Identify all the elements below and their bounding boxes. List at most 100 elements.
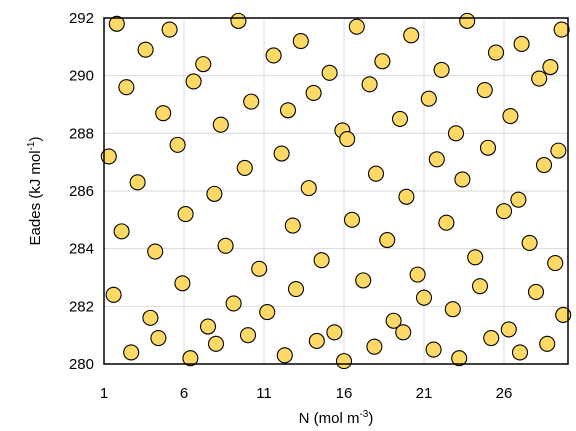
data-point-0-67 xyxy=(225,295,242,312)
data-point-0-62 xyxy=(547,255,564,272)
data-point-0-50 xyxy=(177,206,194,223)
data-point-0-89 xyxy=(425,341,442,358)
data-point-0-30 xyxy=(502,107,519,125)
data-point-0-79 xyxy=(123,344,140,361)
data-point-0-80 xyxy=(150,329,167,347)
data-point-0-48 xyxy=(113,223,130,240)
data-point-0-19 xyxy=(185,73,202,90)
data-point-0-66 xyxy=(199,318,217,335)
data-point-0-37 xyxy=(273,145,290,162)
data-point-0-92 xyxy=(511,344,529,361)
data-point-0-51 xyxy=(217,237,234,254)
data-point-0-58 xyxy=(438,214,455,231)
data-point-0-33 xyxy=(129,174,146,191)
data-point-0-28 xyxy=(447,125,465,142)
data-point-0-47 xyxy=(550,142,567,159)
data-point-0-6 xyxy=(292,33,309,50)
x-axis-label: N (mol m-3) xyxy=(299,409,374,427)
data-point-0-78 xyxy=(555,306,572,324)
plot-area-frame xyxy=(103,17,569,365)
data-point-0-29 xyxy=(476,82,493,99)
data-point-0-93 xyxy=(539,335,556,352)
data-point-0-64 xyxy=(142,309,159,326)
data-point-0-88 xyxy=(395,324,412,341)
data-point-0-87 xyxy=(366,338,383,355)
data-point-0-0 xyxy=(108,15,125,32)
data-point-0-9 xyxy=(374,53,391,70)
data-point-0-43 xyxy=(454,171,471,188)
data-point-0-32 xyxy=(100,148,117,165)
data-point-0-65 xyxy=(174,275,191,292)
points-layer xyxy=(100,12,572,370)
data-point-0-45 xyxy=(510,191,527,208)
y-tick-label-4: 288 xyxy=(69,125,94,142)
data-point-0-1 xyxy=(137,41,154,58)
data-point-0-23 xyxy=(305,84,322,102)
data-point-0-74 xyxy=(444,301,461,318)
y-tick-label-2: 284 xyxy=(69,241,94,258)
data-point-0-40 xyxy=(367,165,385,182)
y-tick-label-3: 286 xyxy=(69,183,94,200)
data-point-0-35 xyxy=(206,185,223,202)
data-point-0-7 xyxy=(321,64,338,81)
data-point-0-55 xyxy=(343,211,361,228)
data-point-0-18 xyxy=(155,105,172,122)
x-tick-label-2: 11 xyxy=(256,385,272,402)
data-point-0-72 xyxy=(385,312,402,329)
y-tick-label-0: 280 xyxy=(69,356,94,373)
data-point-0-16 xyxy=(553,21,570,38)
data-point-0-44 xyxy=(479,139,497,156)
data-point-0-85 xyxy=(308,332,325,349)
y-tick-label-1: 282 xyxy=(69,298,94,315)
data-point-0-11 xyxy=(433,61,450,78)
data-point-0-36 xyxy=(236,159,253,176)
data-point-0-69 xyxy=(287,280,305,298)
data-point-0-70 xyxy=(326,324,343,341)
data-point-0-75 xyxy=(471,278,489,295)
data-point-0-53 xyxy=(284,217,301,234)
data-point-0-52 xyxy=(251,260,268,277)
data-point-0-59 xyxy=(467,249,484,266)
x-tick-label-1: 6 xyxy=(180,385,188,402)
data-point-0-56 xyxy=(379,231,396,249)
data-point-0-49 xyxy=(147,243,164,260)
data-point-0-84 xyxy=(276,347,293,364)
data-point-0-39 xyxy=(339,131,356,148)
data-point-0-26 xyxy=(391,110,409,127)
y-tick-label-6: 292 xyxy=(69,10,94,27)
data-point-0-41 xyxy=(398,188,415,205)
data-point-0-90 xyxy=(451,350,468,367)
data-point-0-22 xyxy=(279,102,297,119)
data-point-0-31 xyxy=(531,70,548,87)
data-point-0-46 xyxy=(535,157,553,174)
data-point-0-21 xyxy=(243,93,260,110)
data-point-0-34 xyxy=(169,136,186,153)
data-point-0-4 xyxy=(230,12,247,29)
data-point-0-57 xyxy=(409,266,426,283)
data-point-0-17 xyxy=(118,79,135,96)
data-point-0-20 xyxy=(212,116,229,133)
data-point-0-27 xyxy=(420,90,437,107)
data-point-0-13 xyxy=(487,44,505,61)
data-point-0-91 xyxy=(483,329,500,347)
data-point-0-63 xyxy=(105,286,122,303)
data-point-0-81 xyxy=(182,350,199,367)
x-tick-label-5: 26 xyxy=(496,385,513,402)
x-tick-label-4: 21 xyxy=(416,385,433,402)
data-point-0-61 xyxy=(521,234,538,251)
data-point-0-25 xyxy=(361,76,378,93)
y-tick-labels: 280 282 284 286 288 290 292 xyxy=(69,10,94,373)
data-point-0-38 xyxy=(300,180,317,197)
data-point-0-76 xyxy=(500,321,517,338)
data-point-0-2 xyxy=(161,21,178,38)
x-tick-labels: 1 6 11 16 21 26 xyxy=(100,385,513,402)
data-point-0-71 xyxy=(355,272,372,289)
y-tick-label-5: 290 xyxy=(69,68,94,85)
data-point-0-3 xyxy=(195,56,212,73)
data-point-0-5 xyxy=(265,47,282,64)
data-point-0-83 xyxy=(239,327,257,344)
data-point-0-14 xyxy=(513,35,530,53)
data-point-0-12 xyxy=(459,12,476,29)
x-tick-label-0: 1 xyxy=(100,385,108,402)
